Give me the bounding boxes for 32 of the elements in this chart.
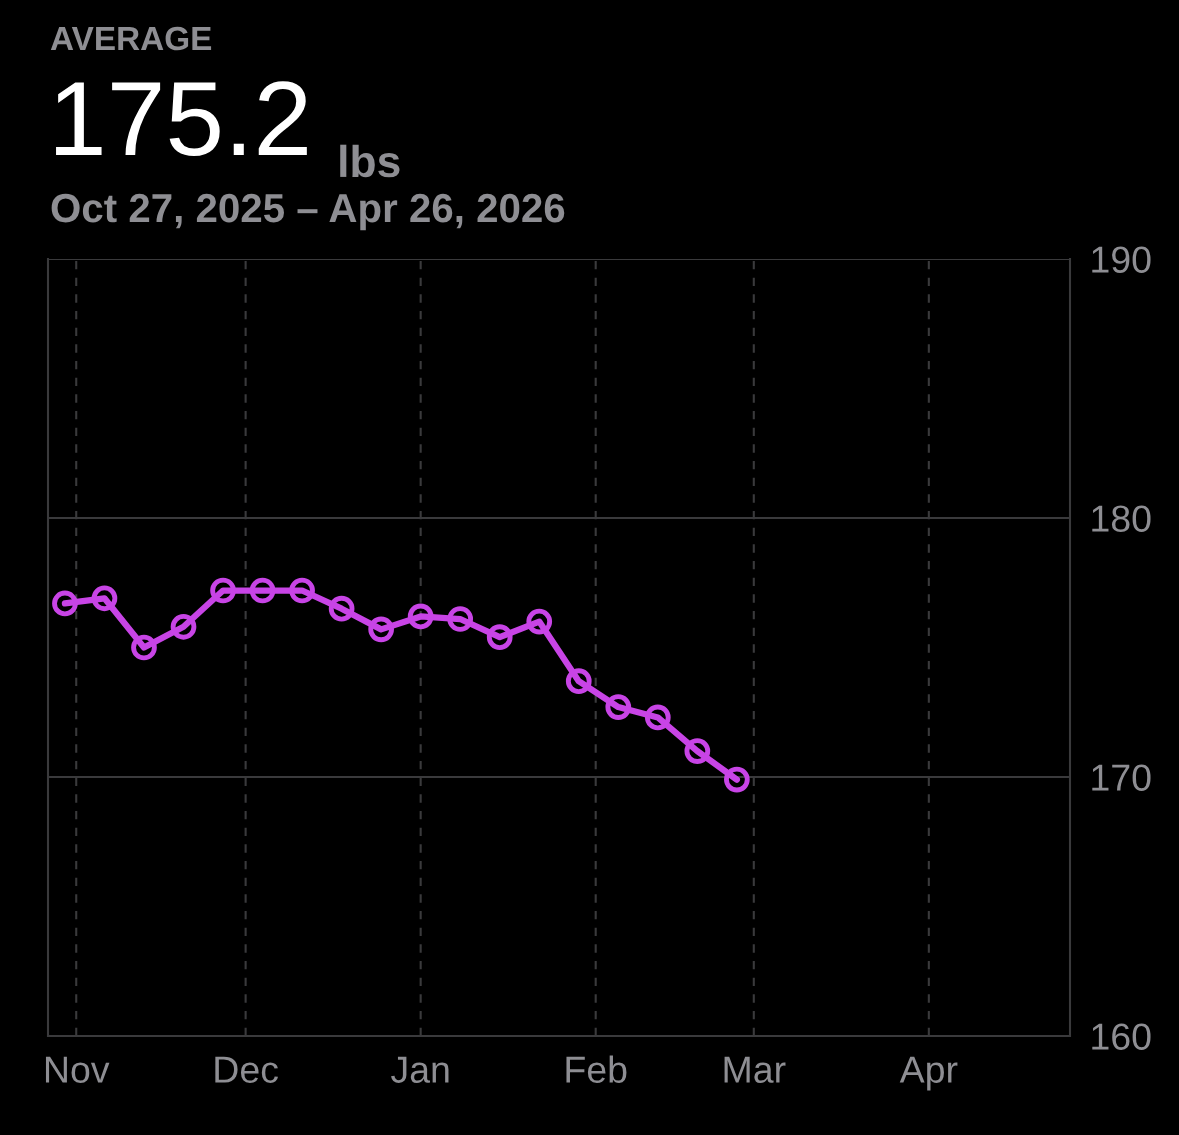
point [684,738,711,764]
text: lbs [340,144,400,178]
point [289,577,315,604]
point [724,766,750,793]
x-tick-label: Apr [899,1056,958,1091]
chart-title: 175.2 [56,81,307,157]
x-tick-label: Dec [215,1056,278,1083]
x-tick-label: Jan [391,1056,449,1083]
y-tick-label: 160 [1092,1023,1151,1050]
point [52,590,78,617]
x-tick-label: Feb [566,1055,627,1083]
point [447,606,474,632]
point [644,704,671,731]
y-tick-label: 180 [1092,505,1151,532]
point [210,577,236,604]
y-tick-label: 190 [1092,246,1151,273]
point [368,616,394,643]
point [526,608,553,635]
point [486,624,513,650]
x-tick-label: Nov [45,1056,110,1083]
point [565,668,592,695]
point [407,603,434,630]
text: Oct 27, 2025 – Apr 26, 2026 [51,193,565,231]
y-tick-label: 170 [1092,764,1151,791]
point [605,694,632,720]
x-tick-label: Mar [724,1056,786,1083]
chart-subtitle: AVERAGE [50,26,212,51]
point [328,595,355,622]
point [91,585,118,612]
point [249,577,276,604]
point [170,613,197,640]
point [131,634,157,661]
